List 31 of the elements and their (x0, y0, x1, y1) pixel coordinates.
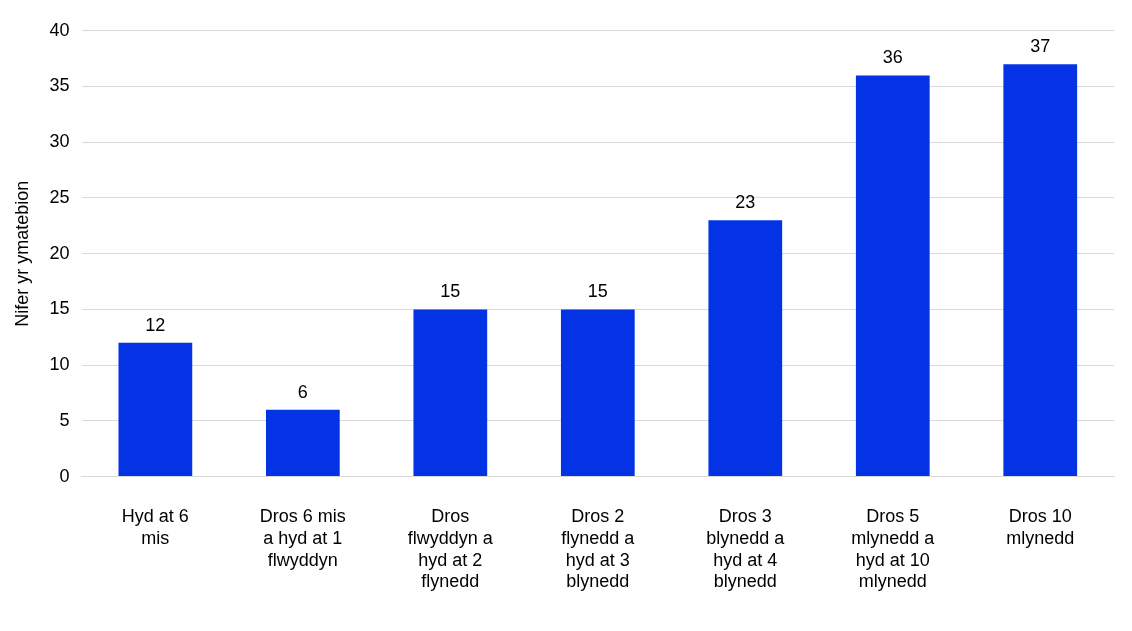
data-label: 6 (297, 381, 308, 402)
data-label: 12 (145, 314, 166, 335)
y-tick-label: 20 (49, 242, 70, 263)
x-tick-label: Dros flwyddyn a hyd at 2 flynedd (407, 506, 494, 592)
bar (265, 409, 340, 477)
data-label: 15 (440, 281, 461, 302)
y-tick-label: 10 (49, 354, 70, 375)
x-tick-label: Dros 5 mlynedd a hyd at 10 mlynedd (851, 506, 936, 592)
x-tick-label: Dros 10 mlynedd (1006, 506, 1075, 548)
y-axis-title: Nifer yr ymatebion (11, 180, 32, 327)
x-tick-label: Dros 6 mis a hyd at 1 flwyddyn (259, 506, 346, 570)
data-label: 23 (735, 192, 756, 213)
data-label: 37 (1030, 36, 1051, 57)
y-tick-label: 15 (49, 298, 70, 319)
x-tick-label: Dros 3 blynedd a hyd at 4 blynedd (706, 506, 786, 592)
bar (560, 309, 635, 477)
data-label: 36 (882, 47, 903, 68)
y-tick-label: 25 (49, 186, 70, 207)
bar (1003, 64, 1078, 477)
y-tick-label: 5 (59, 409, 70, 430)
y-tick-label: 35 (49, 75, 70, 96)
bar (855, 75, 930, 477)
y-tick-label: 0 (59, 465, 70, 486)
x-tick-label: Dros 2 flynedd a hyd at 3 blynedd (561, 506, 636, 592)
x-tick-label: Hyd at 6 mis (121, 506, 189, 548)
y-tick-label: 40 (49, 19, 70, 40)
bar (708, 220, 783, 477)
bar (413, 309, 488, 477)
bar (118, 342, 193, 477)
data-label: 15 (587, 281, 608, 302)
y-tick-label: 30 (49, 131, 70, 152)
